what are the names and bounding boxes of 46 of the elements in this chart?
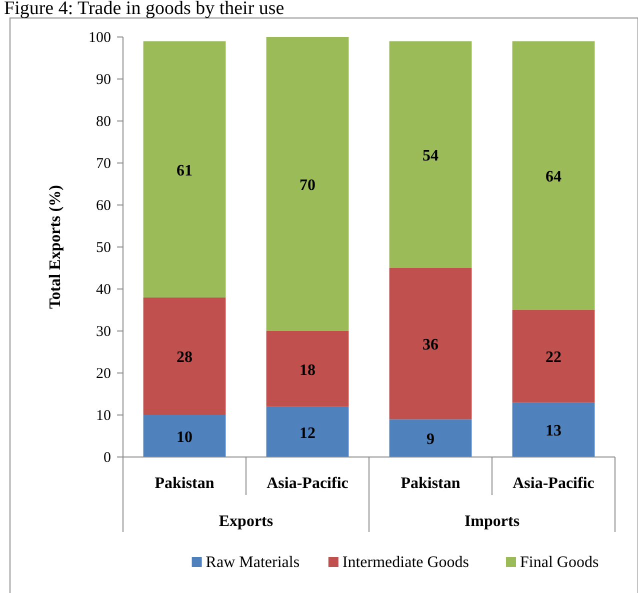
bar <box>143 41 226 298</box>
chart-title: Figure 4: Trade in goods by their use <box>4 0 284 19</box>
data-label: 64 <box>546 168 562 186</box>
legend-label: Raw Materials <box>206 554 300 571</box>
bar <box>512 41 595 310</box>
y-tick-label: 0 <box>104 450 111 466</box>
bar <box>266 37 349 331</box>
y-tick-label: 40 <box>96 282 111 298</box>
bar <box>389 41 472 268</box>
bar <box>143 415 226 457</box>
text: Imports <box>464 513 520 530</box>
x-tick-label: Pakistan <box>154 475 214 492</box>
text: Exports <box>218 513 274 530</box>
y-tick-label: 20 <box>96 366 111 382</box>
bar <box>512 310 595 402</box>
y-tick-label: 50 <box>96 240 111 256</box>
y-tick-label: 30 <box>96 324 111 340</box>
data-label: 13 <box>546 422 562 440</box>
y-tick-label: 60 <box>96 198 111 214</box>
x-tick-label: Asia-Pacific <box>266 475 348 492</box>
y-axis-title: Total Exports (%) <box>47 185 64 309</box>
data-label: 54 <box>422 148 438 165</box>
y-tick-label: 10 <box>96 408 111 424</box>
data-label: 70 <box>300 177 316 194</box>
y-tick-label: 80 <box>96 114 111 130</box>
bar <box>389 419 472 457</box>
y-tick-label: 100 <box>88 30 111 46</box>
x-tick-label: Pakistan <box>400 475 460 492</box>
y-tick-label: 90 <box>96 72 111 88</box>
data-label: 10 <box>176 429 192 446</box>
data-label: 28 <box>176 349 192 366</box>
bar <box>266 331 349 407</box>
bar <box>143 297 226 415</box>
data-label: 36 <box>422 336 438 354</box>
data-label: 22 <box>546 349 562 366</box>
data-label: 18 <box>300 362 316 379</box>
bar <box>389 268 472 420</box>
bar <box>266 406 349 457</box>
x-tick-label: Asia-Pacific <box>512 475 594 492</box>
y-tick-label: 70 <box>96 156 111 172</box>
data-label: 61 <box>176 162 192 180</box>
bar <box>512 402 595 457</box>
data-label: 9 <box>426 431 434 448</box>
legend-label: Intermediate Goods <box>342 554 470 571</box>
legend-label: Final Goods <box>520 554 599 571</box>
data-label: 12 <box>300 424 316 442</box>
